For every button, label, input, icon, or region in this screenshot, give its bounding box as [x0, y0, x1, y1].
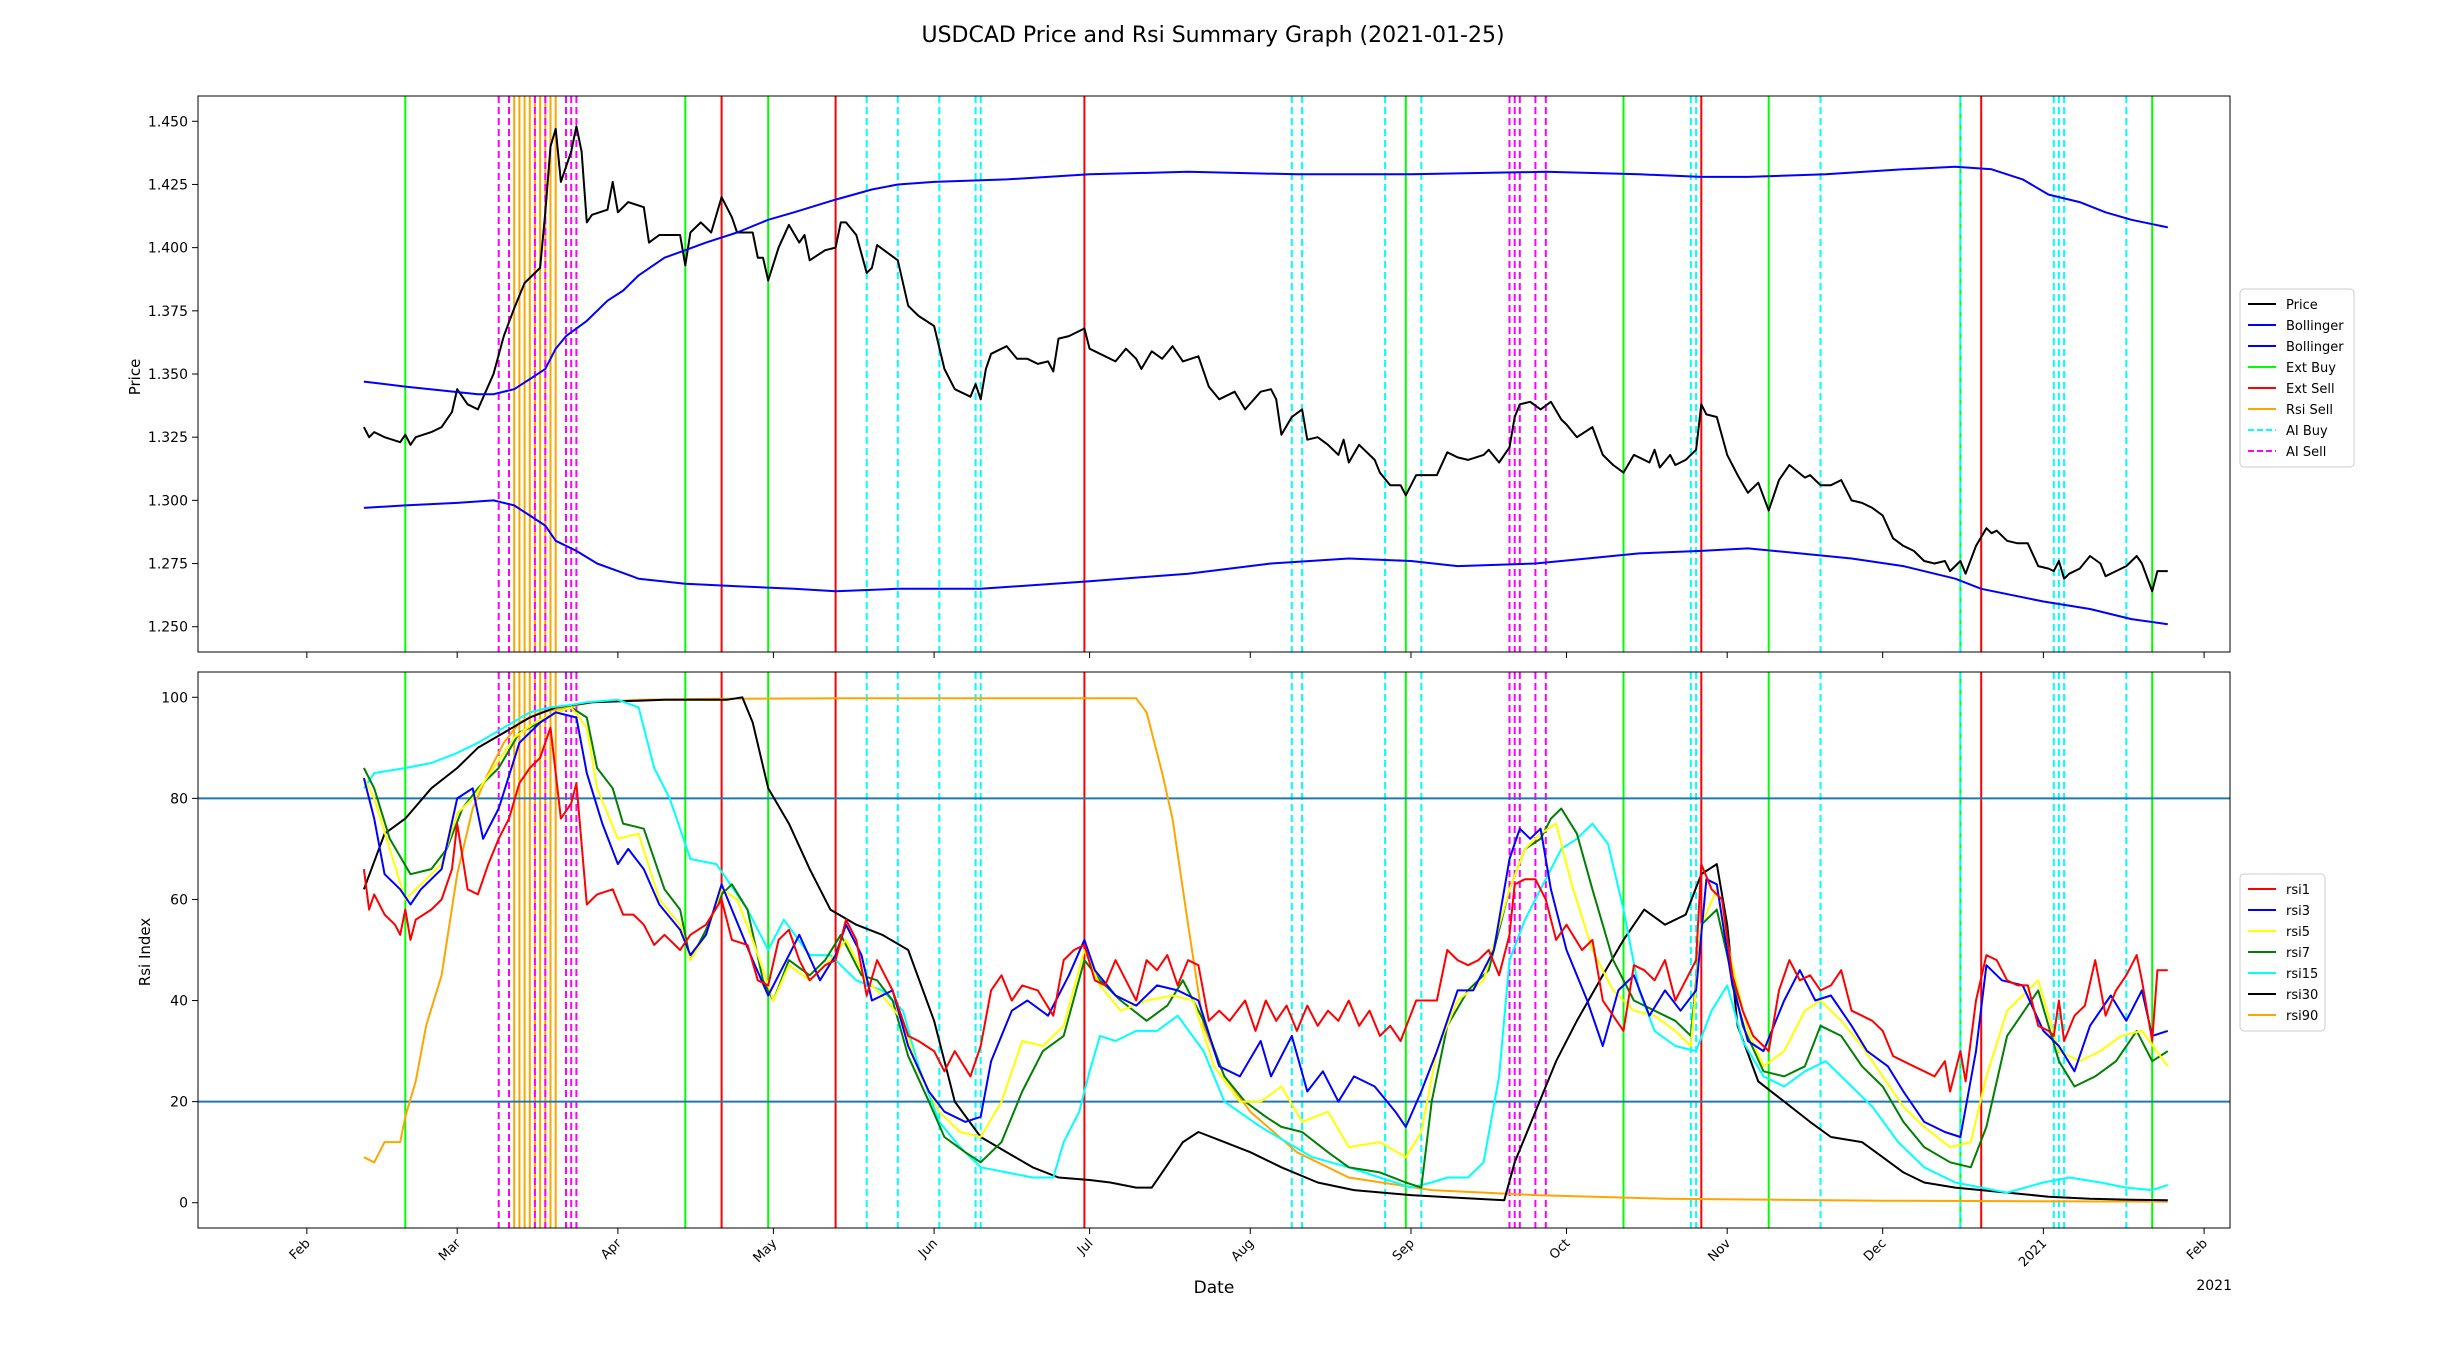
x-tick-label: 2021: [2016, 1236, 2050, 1270]
rsi-y-tick-label: 60: [170, 892, 188, 908]
x-tick-label: Oct: [1547, 1236, 1574, 1263]
rsi-reference-lines: [198, 797, 2230, 1103]
price-legend-label: Rsi Sell: [2286, 403, 2333, 418]
price-y-tick-label: 1.400: [148, 241, 188, 257]
rsi-y-tick-label: 0: [179, 1196, 188, 1212]
x-tick-label: May: [751, 1236, 781, 1266]
rsi-legend-box: [2239, 873, 2326, 1032]
rsi-series-rsi90: [363, 697, 2168, 1203]
price-legend-label: Bollinger: [2286, 340, 2344, 355]
x-tick-label: Feb: [2184, 1236, 2211, 1263]
price-panel: Price 1.250 1.275 1.300 1.325 1.350 1.375 1.40…: [126, 95, 2355, 658]
rsi-series-rsi1: [362, 726, 2168, 1093]
rsi-y-ticks: 0 20 40 60 80 100: [161, 690, 198, 1212]
price-y-tick-label: 1.325: [148, 430, 188, 446]
rsi-axes-frame: [197, 671, 2231, 1229]
rsi-legend-label: rsi30: [2286, 988, 2318, 1003]
x-axis-offset-label: 2021: [2196, 1278, 2232, 1294]
price-legend-box: [2239, 288, 2355, 468]
rsi-series-rsi5: [363, 706, 2169, 1159]
rsi-legend-label: rsi3: [2286, 904, 2310, 919]
price-legend-label: Bollinger: [2286, 319, 2344, 334]
figure-title: USDCAD Price and Rsi Summary Graph (2021…: [921, 23, 1504, 48]
price-y-tick-label: 1.250: [148, 620, 188, 636]
price-legend-label: AI Buy: [2286, 424, 2328, 439]
rsi-y-tick-label: 20: [170, 1095, 188, 1111]
price-y-ticks: 1.250 1.275 1.300 1.325 1.350 1.375 1.400 1.425…: [148, 114, 198, 636]
x-tick-label: Jul: [1074, 1236, 1096, 1258]
price-y-tick-label: 1.375: [148, 304, 188, 320]
price-legend: Price Bollinger Bollinger Ext Buy Ext Sell Rs…: [2239, 288, 2355, 468]
rsi-legend: rsi1 rsi3 rsi5 rsi7 rsi15 rsi30 rsi90: [2239, 873, 2326, 1032]
rsi-y-tick-label: 100: [161, 690, 188, 706]
rsi-legend-label: rsi7: [2286, 946, 2310, 961]
price-y-tick-label: 1.425: [148, 177, 188, 193]
price-legend-label: AI Sell: [2286, 445, 2326, 460]
price-axes-frame: [197, 95, 2231, 653]
rsi-series-rsi7: [363, 706, 2169, 1189]
rsi-series-rsi15: [363, 698, 2169, 1194]
price-series-price: [363, 125, 2168, 593]
rsi-legend-label: rsi15: [2286, 967, 2318, 982]
rsi-legend-label: rsi5: [2286, 925, 2310, 940]
rsi-series-rsi3: [362, 711, 2169, 1138]
x-tick-label: Nov: [1705, 1236, 1734, 1265]
price-legend-label: Price: [2286, 298, 2318, 313]
price-y-tick-label: 1.275: [148, 557, 188, 573]
price-y-axis-label: Price: [126, 359, 144, 396]
rsi-y-axis-label: Rsi Index: [136, 918, 154, 987]
price-signal-lines: [404, 96, 2154, 652]
price-x-ticks: [306, 652, 2205, 658]
rsi-panel: Rsi Index 0 20 40 60 80 100 Feb Mar Apr May Jun Ju…: [136, 671, 2326, 1270]
price-y-tick-label: 1.350: [148, 367, 188, 383]
x-tick-label: Jun: [915, 1236, 941, 1262]
price-series-bollinger: [363, 165, 2169, 396]
rsi-y-tick-label: 80: [170, 791, 188, 807]
price-legend-label: Ext Sell: [2286, 382, 2335, 397]
x-tick-label: Aug: [1229, 1236, 1258, 1265]
price-legend-label: Ext Buy: [2286, 361, 2336, 376]
rsi-y-tick-label: 40: [170, 994, 188, 1010]
x-tick-label: Dec: [1861, 1236, 1889, 1264]
price-y-tick-label: 1.300: [148, 493, 188, 509]
rsi-series-rsi30: [362, 696, 2168, 1202]
x-axis-label: Date: [1194, 1278, 1235, 1298]
rsi-legend-label: rsi90: [2286, 1009, 2318, 1024]
x-tick-label: Mar: [436, 1236, 464, 1264]
x-tick-label: Apr: [598, 1236, 625, 1263]
price-y-tick-label: 1.450: [148, 114, 188, 130]
rsi-signal-lines: [404, 672, 2154, 1228]
x-tick-label: Sep: [1390, 1236, 1418, 1264]
price-series-bollinger: [363, 499, 2168, 626]
rsi-x-ticks: Feb Mar Apr May Jun Jul Aug Sep Oct Nov Dec 2021 Feb: [287, 1228, 2211, 1270]
rsi-legend-label: rsi1: [2286, 883, 2310, 898]
rsi-series-lines: [362, 696, 2169, 1203]
price-series-lines: [363, 125, 2169, 626]
x-tick-label: Feb: [287, 1236, 314, 1263]
